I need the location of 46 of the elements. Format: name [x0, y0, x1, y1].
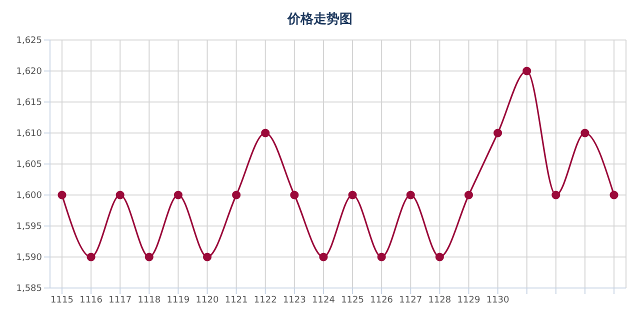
point	[174, 190, 183, 200]
y-tick-label: 1,590	[16, 253, 42, 264]
point	[319, 252, 328, 262]
x-tick-label: 1124	[312, 295, 336, 306]
point	[58, 190, 66, 200]
x-tick-label: 1119	[166, 295, 190, 306]
x-tick-label: 1123	[282, 295, 306, 306]
point	[464, 190, 474, 200]
x-tick-label: 1125	[341, 295, 364, 306]
point	[232, 190, 241, 200]
y-tick-label: 1,600	[16, 191, 42, 202]
point	[86, 252, 96, 262]
y-tick-label: 1,620	[16, 67, 42, 78]
point	[144, 252, 154, 262]
point	[406, 190, 415, 200]
x-tick-label: 1126	[370, 295, 394, 306]
point	[290, 190, 299, 200]
x-tick-label: 1115	[50, 295, 74, 306]
point	[116, 190, 124, 200]
point	[261, 128, 270, 138]
x-tick-label: 1121	[224, 295, 248, 306]
y-tick-label: 1,610	[16, 129, 42, 140]
point	[493, 128, 502, 138]
point	[580, 128, 590, 138]
point	[202, 252, 212, 262]
x-tick-label: 1116	[80, 295, 103, 306]
point	[377, 252, 386, 262]
x-tick-label: 1130	[486, 295, 510, 306]
point	[435, 252, 444, 262]
y-tick-label: 1,625	[16, 36, 42, 46]
y-tick-label: 1,605	[16, 160, 42, 170]
x-tick-label: 1120	[196, 295, 219, 306]
x-tick-label: 1127	[399, 295, 422, 306]
x-tick-label: 1129	[457, 295, 480, 306]
y-tick-label: 1,595	[16, 222, 42, 232]
point	[522, 66, 532, 76]
x-tick-label: 1128	[428, 295, 452, 306]
point	[348, 190, 357, 200]
point	[610, 190, 618, 200]
x-tick-label: 1122	[254, 295, 277, 306]
y-tick-label: 1,585	[16, 284, 42, 294]
chart-title: 价格走势图	[286, 11, 354, 29]
point	[552, 190, 560, 200]
x-tick-label: 1117	[108, 295, 132, 306]
y-tick-label: 1,615	[16, 98, 42, 108]
x-tick-label: 1118	[138, 295, 161, 306]
